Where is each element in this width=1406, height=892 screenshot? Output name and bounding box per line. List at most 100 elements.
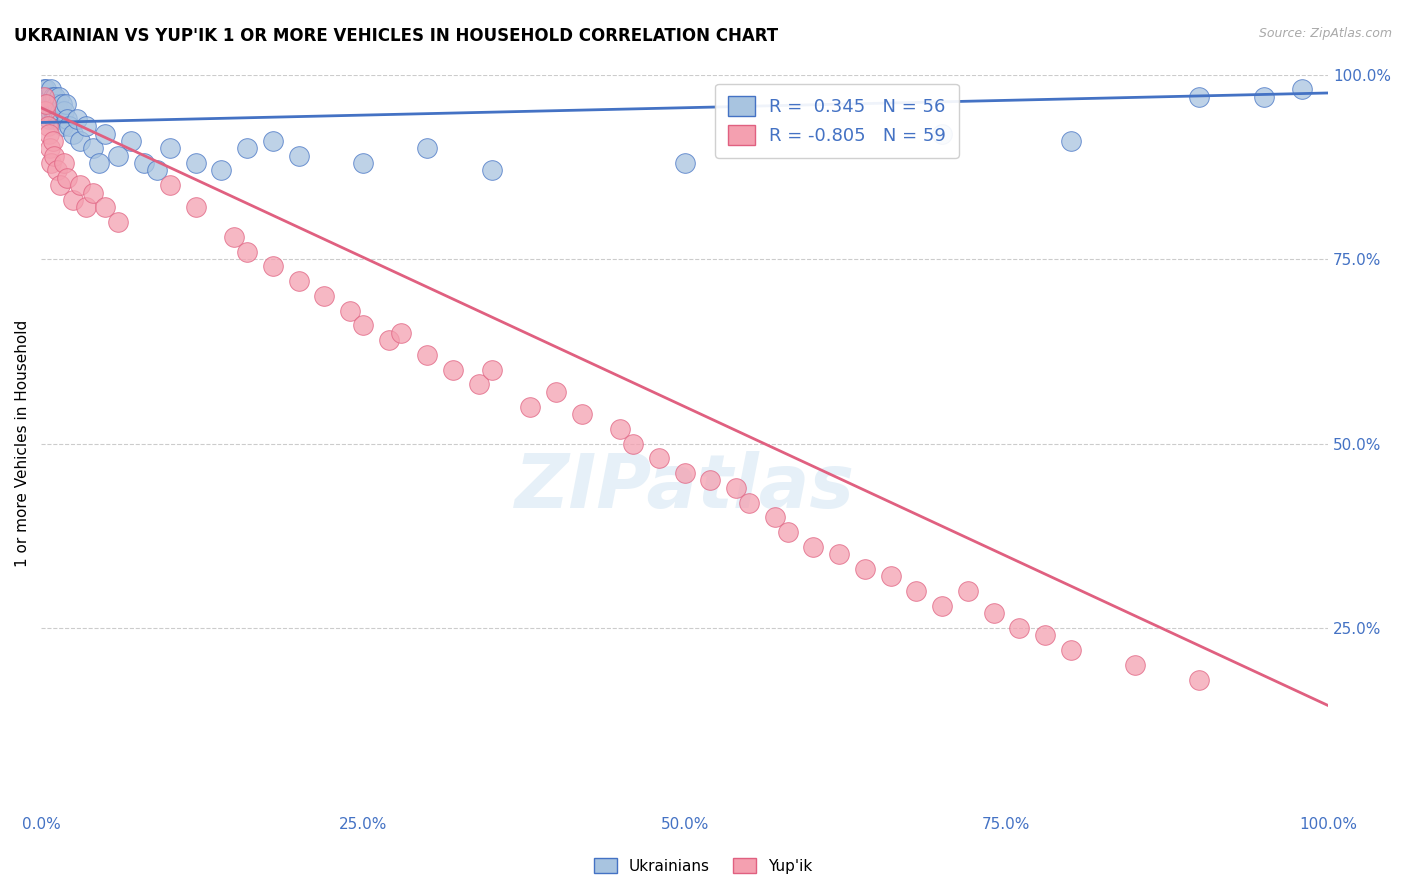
Point [544, 384, 567, 399]
Point [236, 244, 259, 259]
Point [224, 230, 246, 244]
Point [673, 156, 696, 170]
Point [352, 318, 374, 333]
Point [53, 104, 76, 119]
Point [69, 134, 91, 148]
Point [44, 89, 66, 103]
Point [377, 333, 399, 347]
Point [55, 97, 77, 112]
Point [725, 481, 748, 495]
Point [314, 289, 336, 303]
Point [38, 112, 60, 126]
Point [75, 200, 97, 214]
Point [673, 466, 696, 480]
Point [983, 607, 1005, 621]
Point [41, 82, 63, 96]
Point [82, 186, 104, 200]
Point [41, 97, 63, 112]
Point [41, 156, 63, 170]
Point [1033, 628, 1056, 642]
Point [94, 200, 117, 214]
Point [39, 89, 62, 103]
Point [905, 584, 928, 599]
Point [481, 362, 503, 376]
Point [49, 104, 72, 119]
Point [441, 362, 464, 376]
Point [571, 407, 593, 421]
Point [287, 149, 309, 163]
Point [69, 178, 91, 193]
Point [56, 170, 79, 185]
Point [53, 156, 76, 170]
Point [35, 97, 58, 112]
Point [801, 540, 824, 554]
Point [1060, 134, 1083, 148]
Point [35, 97, 58, 112]
Point [48, 89, 70, 103]
Point [51, 97, 73, 112]
Point [132, 156, 155, 170]
Point [1291, 82, 1313, 96]
Point [879, 569, 901, 583]
Text: Source: ZipAtlas.com: Source: ZipAtlas.com [1258, 27, 1392, 40]
Point [42, 149, 65, 163]
Point [37, 104, 59, 119]
Point [32, 89, 55, 103]
Point [49, 178, 72, 193]
Point [391, 326, 413, 340]
Text: ZIPatlas: ZIPatlas [515, 451, 855, 524]
Point [58, 119, 80, 133]
Point [45, 163, 67, 178]
Text: UKRAINIAN VS YUP'IK 1 OR MORE VEHICLES IN HOUSEHOLD CORRELATION CHART: UKRAINIAN VS YUP'IK 1 OR MORE VEHICLES I… [14, 27, 778, 45]
Point [209, 163, 232, 178]
Point [184, 156, 207, 170]
Point [648, 451, 671, 466]
Point [609, 422, 631, 436]
Point [34, 89, 56, 103]
Point [66, 112, 89, 126]
Point [87, 156, 110, 170]
Point [481, 163, 503, 178]
Point [262, 134, 284, 148]
Point [159, 178, 181, 193]
Point [38, 97, 60, 112]
Point [1060, 643, 1083, 657]
Point [287, 274, 309, 288]
Point [45, 97, 67, 112]
Point [339, 303, 361, 318]
Point [931, 599, 953, 613]
Point [621, 436, 644, 450]
Point [37, 89, 59, 103]
Point [62, 193, 84, 207]
Point [32, 82, 55, 96]
Point [519, 400, 541, 414]
Point [35, 82, 58, 96]
Point [467, 377, 489, 392]
Legend: Ukrainians, Yup'ik: Ukrainians, Yup'ik [588, 852, 818, 880]
Point [416, 348, 439, 362]
Point [956, 584, 979, 599]
Point [931, 127, 953, 141]
Point [41, 89, 63, 103]
Point [75, 119, 97, 133]
Point [38, 127, 60, 141]
Point [44, 104, 66, 119]
Point [416, 141, 439, 155]
Point [776, 525, 799, 540]
Point [42, 112, 65, 126]
Point [828, 547, 851, 561]
Point [236, 141, 259, 155]
Point [39, 141, 62, 155]
Point [120, 134, 142, 148]
Point [352, 156, 374, 170]
Point [39, 104, 62, 119]
Point [107, 215, 129, 229]
Point [56, 112, 79, 126]
Point [853, 562, 876, 576]
Point [1253, 89, 1275, 103]
Point [34, 104, 56, 119]
Y-axis label: 1 or more Vehicles in Household: 1 or more Vehicles in Household [15, 320, 30, 567]
Point [159, 141, 181, 155]
Point [62, 127, 84, 141]
Point [1123, 657, 1146, 672]
